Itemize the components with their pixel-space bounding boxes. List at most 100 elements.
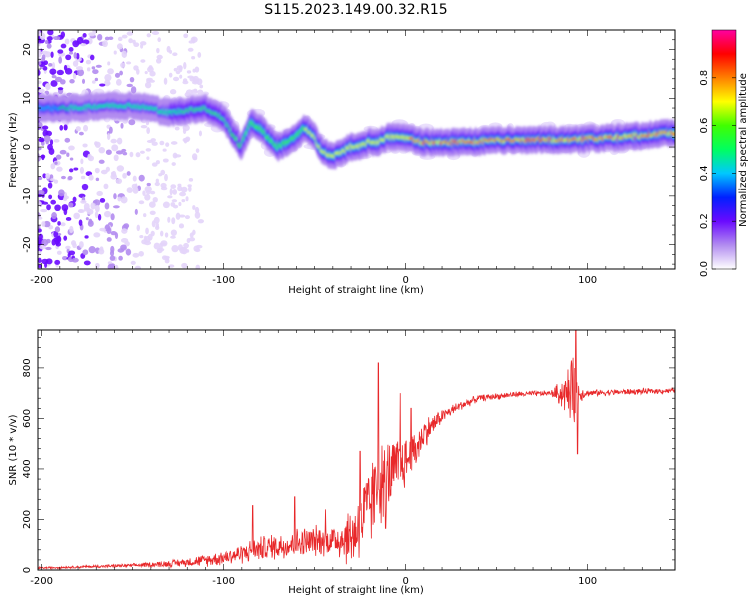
spectrogram-speckle [88,246,96,254]
spectrogram-speckle [135,152,141,158]
spectrogram-speckle [179,191,187,197]
spectrogram-speckle [76,52,80,60]
spectrogram-speckle [38,61,42,65]
spectrogram-speckle [118,255,123,261]
spectrogram-speckle [144,186,152,193]
spectrogram-speckle [162,201,170,209]
spectrogram-speckle [92,69,99,75]
spectrogram-speckle [49,139,54,146]
spectrogram-speckle [171,244,179,253]
spectrogram-speckle [63,64,68,71]
spectrogram-speckle [114,72,121,78]
spectrogram-speckle [38,80,42,85]
spectrogram-speckle [146,33,151,38]
spectrogram-speckle [54,204,61,212]
spectrogram-speckle [64,137,71,143]
spectrogram-speckle [105,149,112,155]
spectrogram-speckle [47,30,54,36]
spectrogram-speckle [38,88,45,93]
spectrogram-speckle [107,61,111,66]
spectrogram-speckle [39,32,46,40]
spectrogram-speckle [43,220,51,228]
spectrogram-speckle [185,196,189,202]
spectrogram-speckle [62,256,68,261]
spectrogram-speckle [159,243,163,251]
spectrogram-speckle [49,68,57,75]
spectrogram-speckle [98,248,105,255]
spectrogram-speckle [179,65,183,73]
spectrogram-speckle [45,246,52,251]
spectrogram-speckle [185,136,191,142]
spectrogram-speckle [48,194,53,200]
spectrogram-speckle [72,40,80,48]
spectrogram-speckle [102,40,108,48]
spectrogram-speckle [80,175,86,180]
spectrogram-speckle [57,49,64,54]
spectrogram-speckle [104,210,111,218]
spectrogram-speckle [172,204,179,209]
spectrogram-speckle [106,81,111,86]
spectrogram-speckle [165,142,170,147]
spectrogram-speckle [192,205,196,210]
spectrogram-speckle [146,156,150,160]
spectrogram-speckle [149,210,156,216]
spectrogram-speckle [95,177,100,182]
spectrogram-speckle [130,86,137,94]
spectrogram-speckle [178,214,186,218]
spectrogram-speckle [197,51,202,58]
spectrogram-speckle [81,78,86,84]
spectrogram-speckle [91,80,96,84]
spectrogram-speckle [88,218,93,225]
spectrogram-halo [201,91,209,96]
spectrogram-speckle [75,66,84,71]
spectrogram-speckle [175,70,181,75]
spectrogram-speckle [103,183,109,190]
spectrogram-speckle [106,237,112,242]
spectrogram-speckle [192,229,196,236]
spectrogram-speckle [170,141,178,145]
spectrogram-speckle [53,139,60,143]
spectrogram-speckle [138,174,145,182]
spectrogram-speckle [38,48,41,52]
spectrogram-speckle [120,196,128,204]
spectrogram-speckle [73,52,77,59]
spectrogram-speckle [195,264,201,269]
spectrogram-speckle [72,242,77,249]
spectrogram-speckle [54,226,61,233]
spectrogram-speckle [110,230,117,236]
spectrogram-speckle [63,124,68,131]
spectrogram-speckle [45,83,50,89]
spectrogram-speckle [156,47,160,54]
spectrogram-speckle [186,70,192,74]
spectrogram-speckle [82,143,88,148]
spectrogram-speckle [115,150,124,155]
spectrogram-speckle [136,224,141,232]
spectrogram-speckle [157,37,162,43]
spectrogram-speckle [174,154,182,158]
spectrogram-speckle [60,43,67,49]
spectrogram-speckle [54,161,58,165]
spectrogram-speckle [163,77,168,85]
spectrogram-speckle [139,150,145,154]
spectrogram-speckle [72,73,77,80]
spectrogram-speckle [48,62,53,67]
spectrogram-speckle [38,225,41,229]
spectrogram-speckle [46,36,53,41]
spectrogram-speckle [41,258,49,265]
spectrogram-speckle [128,119,136,126]
spectrogram-speckle [84,235,89,239]
spectrogram-speckle [104,73,112,82]
spectrogram-speckle [41,221,46,227]
spectrogram-speckle [150,138,156,142]
spectrogram-speckle [98,159,105,164]
spectrogram-speckle [181,262,188,269]
spectrogram-speckle [119,70,123,76]
spectrogram-speckle [160,186,168,191]
spectrogram-speckle [38,216,43,220]
spectrogram-speckle [148,65,153,70]
spectrogram-speckle [42,125,49,130]
spectrogram-speckle [170,229,177,236]
spectrogram-speckle [88,32,96,37]
